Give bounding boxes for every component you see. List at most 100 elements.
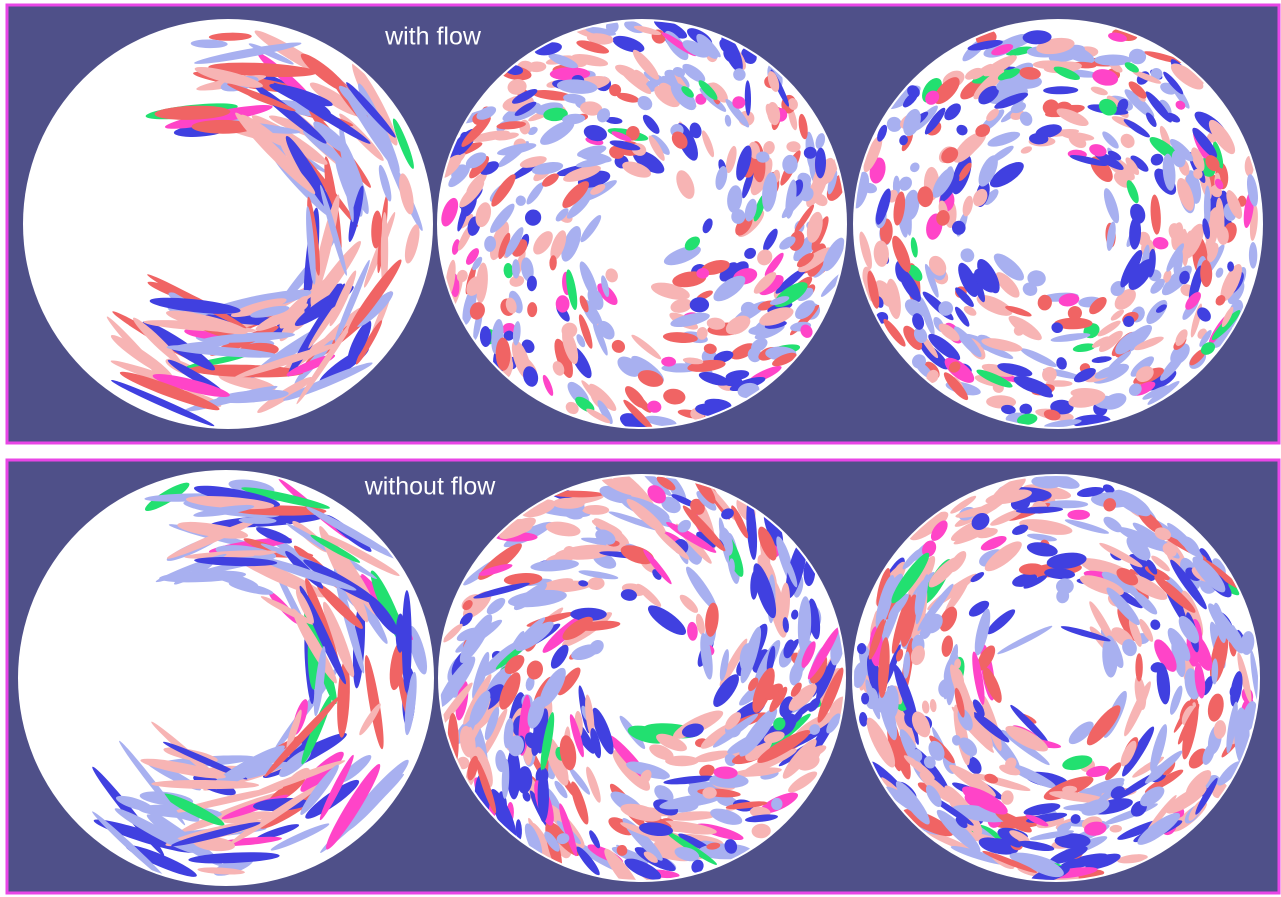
contour-blob xyxy=(476,106,497,120)
contour-blob xyxy=(1170,559,1207,610)
contour-blob xyxy=(531,90,574,101)
contour-blob xyxy=(1248,242,1258,269)
contour-blob xyxy=(459,725,476,758)
contour-blob xyxy=(490,203,515,233)
contour-blob xyxy=(758,275,784,296)
contour-blob xyxy=(978,155,998,187)
contour-blob xyxy=(1227,261,1235,272)
contour-blob xyxy=(1056,108,1089,127)
contour-blob xyxy=(580,101,603,116)
contour-blob xyxy=(696,531,717,548)
contour-blob xyxy=(1150,68,1163,80)
contour-blob xyxy=(1202,743,1215,765)
contour-blob xyxy=(241,487,330,509)
contour-blob xyxy=(1060,626,1111,642)
contour-blob xyxy=(1058,853,1108,870)
contour-blob xyxy=(877,124,888,142)
contour-blob xyxy=(989,161,1024,188)
contour-blob xyxy=(1142,385,1169,400)
contour-blob xyxy=(119,371,220,411)
contour-blob xyxy=(914,748,949,792)
contour-blob xyxy=(1070,814,1081,824)
contour-blob xyxy=(548,53,579,69)
contour-blob xyxy=(1106,587,1140,626)
contour-blob xyxy=(789,230,805,251)
contour-blob xyxy=(1086,765,1110,778)
contour-blob xyxy=(816,653,839,702)
contour-blob xyxy=(719,638,748,687)
contour-blob xyxy=(329,270,357,327)
contour-blob xyxy=(779,582,791,624)
contour-blob xyxy=(566,269,578,311)
contour-blob xyxy=(611,131,632,142)
contour-blob xyxy=(739,707,778,757)
contour-blob xyxy=(670,312,710,328)
contour-blob xyxy=(681,86,694,98)
contour-blob xyxy=(473,582,530,599)
contour-blob xyxy=(1207,242,1219,263)
contour-blob xyxy=(963,305,977,316)
contour-blob xyxy=(256,527,293,544)
contour-blob xyxy=(1123,315,1135,327)
contour-blob xyxy=(904,200,912,236)
contour-blob xyxy=(981,338,1023,352)
contour-blob xyxy=(677,519,691,533)
contour-blob xyxy=(309,82,362,117)
contour-blob xyxy=(1019,111,1033,126)
contour-blob xyxy=(856,643,867,655)
contour-blob xyxy=(521,499,556,518)
contour-blob xyxy=(709,82,728,103)
contour-blob xyxy=(1226,701,1238,754)
contour-blob xyxy=(1103,498,1117,512)
contour-blob xyxy=(188,852,280,864)
contour-blob xyxy=(586,33,614,45)
contour-blob xyxy=(1022,282,1038,296)
contour-blob xyxy=(1023,803,1061,816)
contour-blob xyxy=(1112,490,1151,517)
contour-blob xyxy=(562,113,586,125)
contour-blob xyxy=(910,162,920,173)
contour-blob xyxy=(1082,777,1125,797)
contour-blob xyxy=(1145,112,1157,127)
contour-blob xyxy=(1177,177,1194,211)
contour-blob xyxy=(469,690,491,727)
contour-blob xyxy=(800,324,813,338)
contour-blob xyxy=(555,295,570,313)
contour-blob xyxy=(1167,627,1191,662)
contour-blob xyxy=(689,122,702,139)
contour-blob xyxy=(151,779,260,790)
contour-blob xyxy=(940,175,960,202)
contour-blob xyxy=(912,313,925,330)
contour-blob xyxy=(339,755,372,783)
contour-blob xyxy=(965,67,983,80)
contour-blob xyxy=(1013,376,1052,395)
contour-blob xyxy=(519,156,547,168)
contour-blob xyxy=(609,84,622,97)
contour-blob xyxy=(955,287,974,307)
contour-blob xyxy=(782,739,817,779)
contour-blob xyxy=(286,709,302,750)
contour-blob xyxy=(706,842,721,850)
contour-blob xyxy=(355,320,383,365)
contour-blob xyxy=(570,607,607,621)
contour-blob xyxy=(948,361,961,373)
contour-blob xyxy=(319,754,354,821)
contour-blob xyxy=(640,476,672,497)
contour-blob xyxy=(985,489,1032,505)
contour-blob xyxy=(469,302,485,320)
contour-blob xyxy=(1085,853,1121,870)
contour-blob xyxy=(1043,61,1082,74)
contour-blob xyxy=(1137,812,1181,845)
contour-blob xyxy=(696,33,719,59)
contour-blob xyxy=(463,674,492,725)
contour-blob xyxy=(132,317,182,365)
contour-blob xyxy=(527,61,547,73)
contour-blob xyxy=(815,133,826,149)
contour-blob xyxy=(1049,791,1109,804)
contour-blob xyxy=(1165,785,1207,814)
panel-label: with flow xyxy=(384,23,482,51)
contour-blob xyxy=(639,769,652,785)
contour-blob xyxy=(919,296,935,336)
contour-blob xyxy=(194,42,302,64)
contour-blob xyxy=(605,116,623,125)
